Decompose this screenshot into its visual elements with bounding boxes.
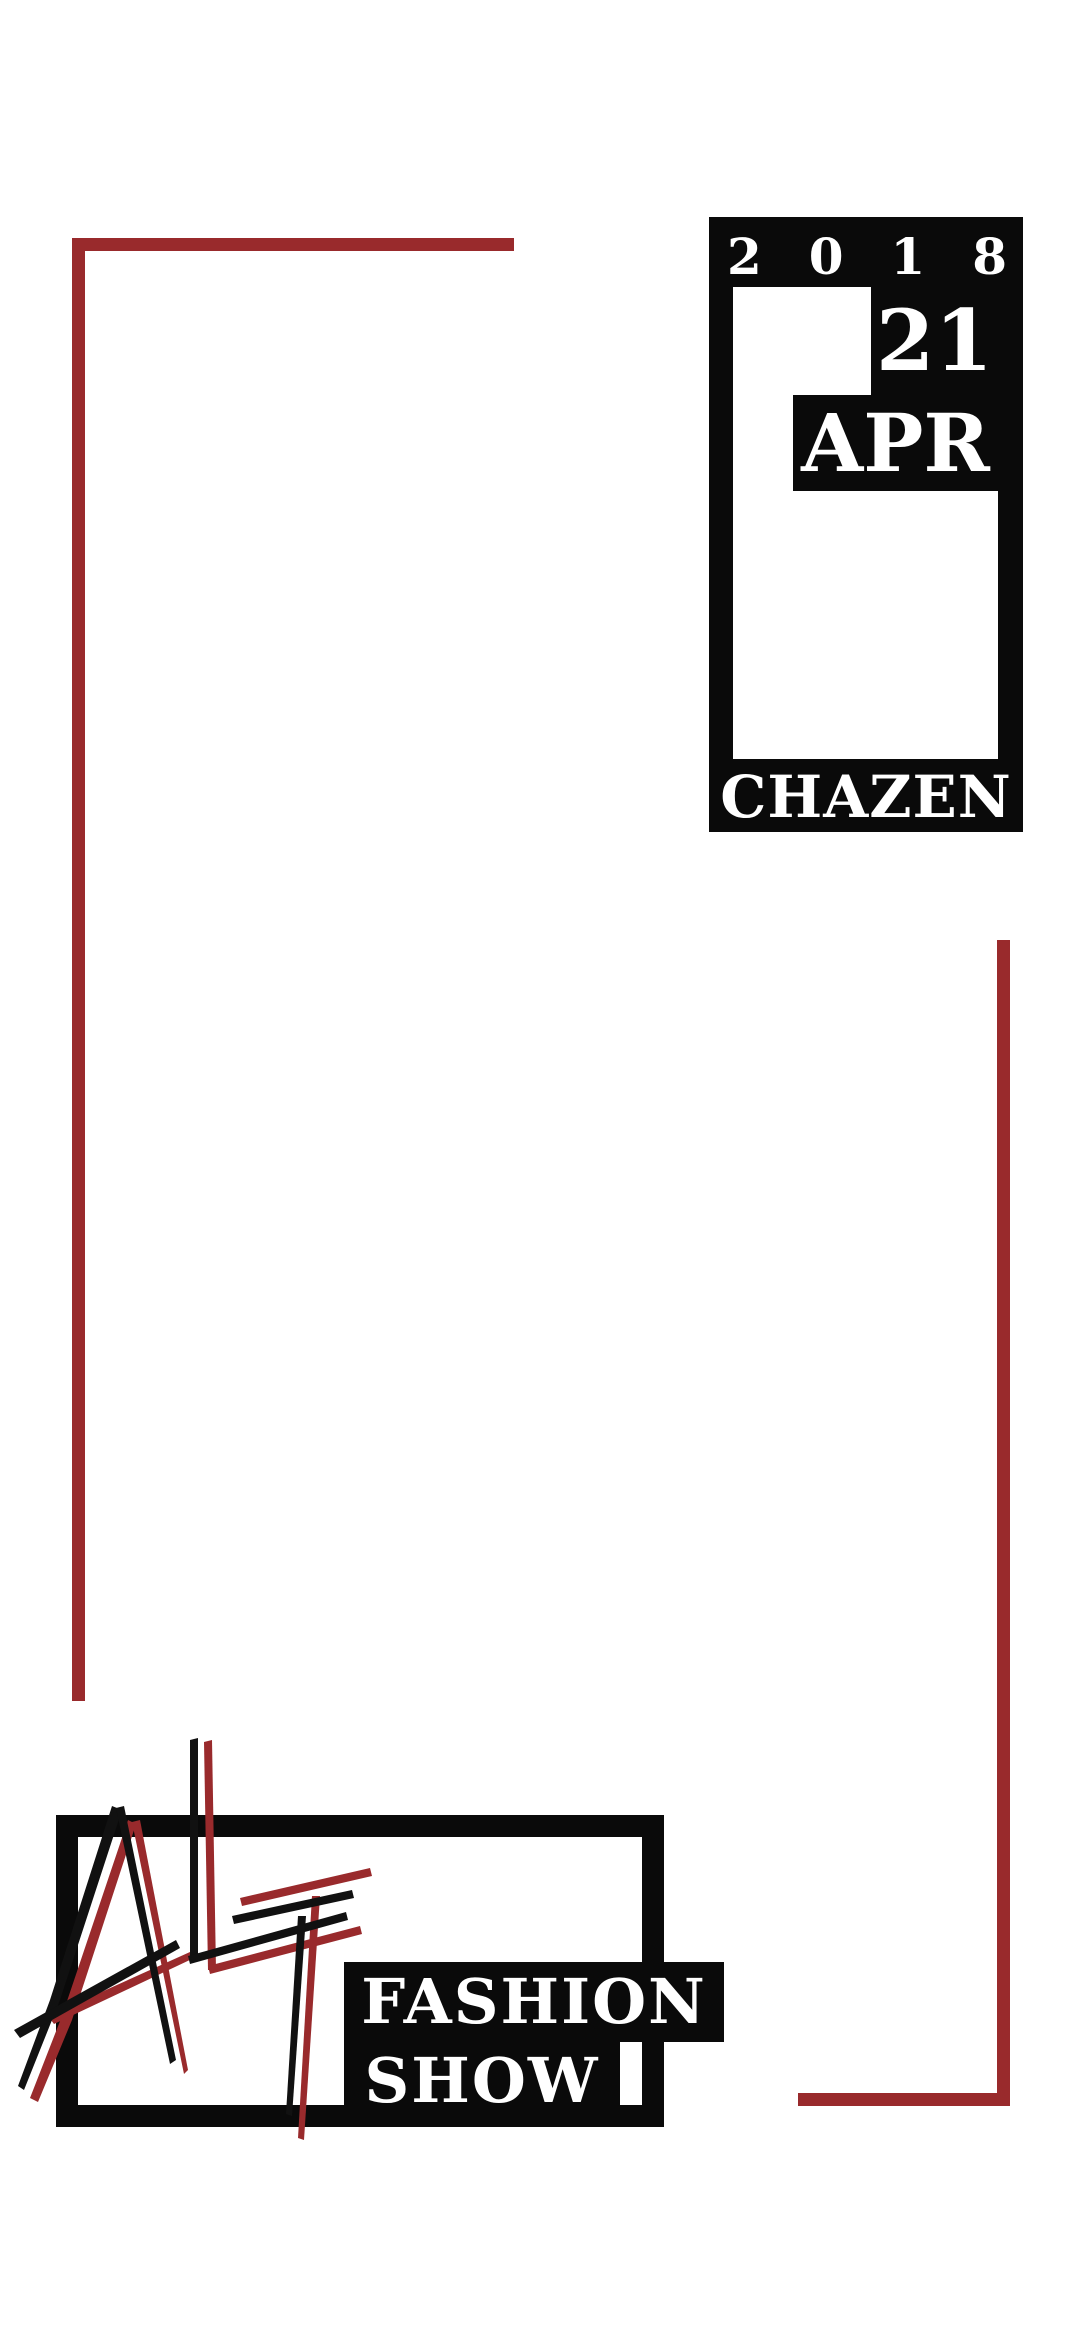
event-month-box: APR [793, 395, 998, 491]
event-month: APR [801, 396, 990, 490]
frame-top-left-line [72, 238, 514, 251]
logo-line1-box: FASHION [344, 1962, 724, 2042]
logo-line2: SHOW [364, 2044, 600, 2117]
year-digit: 0 [808, 227, 844, 286]
logo-line2-box: SHOW [344, 2042, 620, 2120]
frame-left-line [72, 238, 85, 1701]
alt-brush-logo-icon [14, 1738, 372, 2140]
event-venue: CHAZEN [720, 763, 1012, 831]
date-block: 2 0 1 8 21 APR CHAZEN [709, 217, 1023, 832]
year-digit: 8 [972, 227, 1007, 286]
event-day: 21 [876, 291, 993, 390]
event-year: 2 0 1 8 [727, 229, 1007, 285]
frame-bottom-right-line [798, 2093, 1010, 2106]
frame-right-line [997, 940, 1010, 2106]
logo-line1: FASHION [361, 1965, 707, 2038]
year-digit: 2 [727, 227, 762, 286]
event-day-box: 21 [871, 287, 998, 395]
year-digit: 1 [890, 227, 926, 286]
